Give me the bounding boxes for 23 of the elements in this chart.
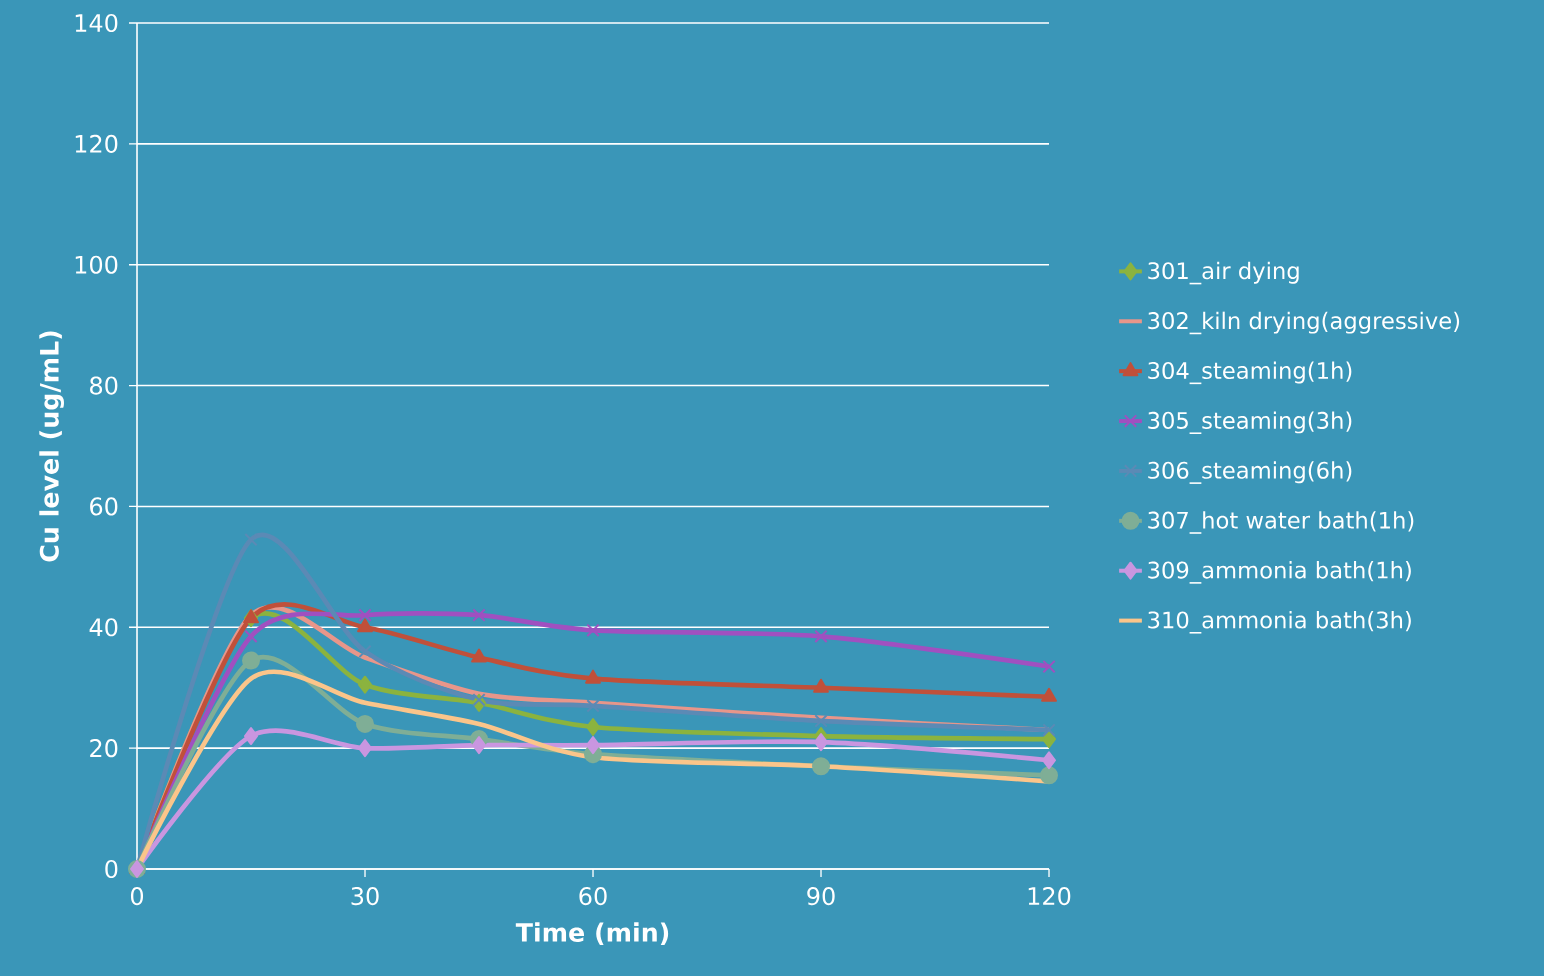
legend-label: 304_steaming(1h) <box>1148 361 1352 385</box>
legend-label: 302_kiln drying(aggressive) <box>1148 311 1460 335</box>
x-tick-label: 90 <box>807 887 835 906</box>
y-tick-label: 140 <box>75 13 118 33</box>
x-tick-label: 60 <box>579 887 607 906</box>
y-tick-label: 40 <box>89 618 118 637</box>
y-tick-label: 100 <box>75 255 118 274</box>
legend-label: 309_ammonia bath(1h) <box>1148 561 1411 584</box>
x-axis-title: Time (min) <box>515 922 669 945</box>
legend-label: 301_air dying <box>1148 261 1299 285</box>
y-tick-label: 20 <box>90 739 118 758</box>
legend-label: 310_ammonia bath(3h) <box>1148 610 1411 634</box>
y-tick-label: 0 <box>105 859 118 879</box>
x-tick-label: 120 <box>1028 887 1071 906</box>
x-tick-label: 30 <box>351 887 379 906</box>
legend-label: 305_steaming(3h) <box>1148 411 1352 435</box>
y-axis-title: Cu level (ug/mL) <box>39 331 64 562</box>
y-tick-label: 120 <box>75 134 118 153</box>
y-tick-label: 80 <box>90 376 118 395</box>
x-tick-label: 0 <box>130 887 144 906</box>
legend-label: 307_hot water bath(1h) <box>1148 511 1414 534</box>
y-tick-label: 60 <box>90 497 118 516</box>
legend-label: 306_steaming(6h) <box>1148 461 1352 484</box>
